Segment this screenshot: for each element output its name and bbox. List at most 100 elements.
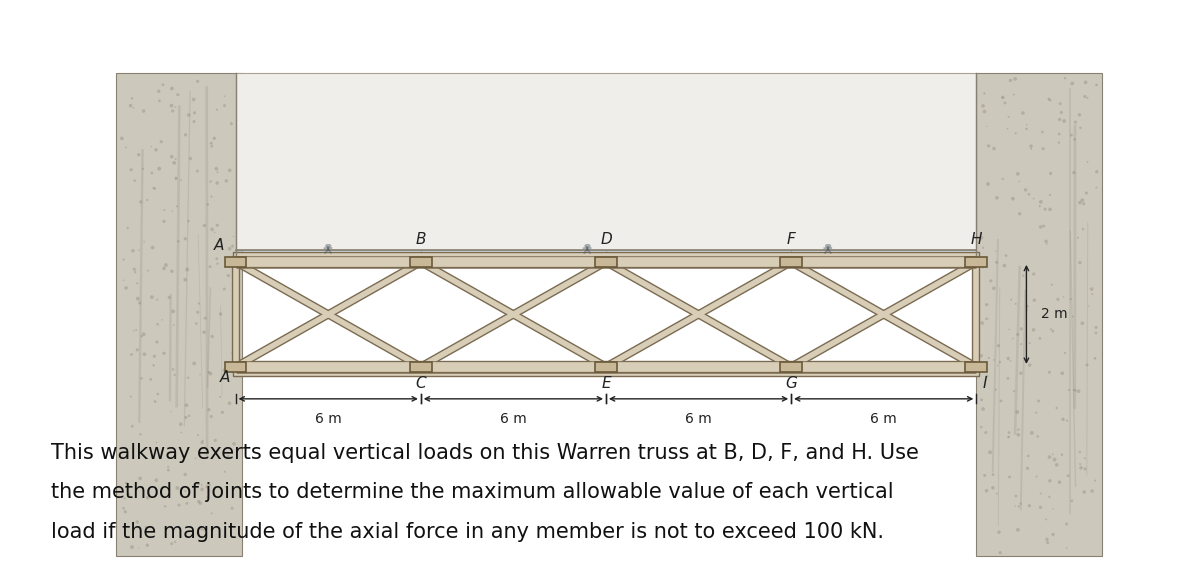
- Point: [156, 502, 175, 511]
- Point: [1040, 368, 1060, 377]
- Point: [1018, 463, 1037, 473]
- Point: [984, 144, 1003, 153]
- Point: [1056, 74, 1075, 83]
- Point: [1000, 325, 1019, 334]
- Bar: [966, 257, 986, 267]
- Point: [196, 526, 215, 535]
- Point: [977, 314, 996, 323]
- Point: [973, 404, 992, 413]
- Point: [1062, 131, 1081, 140]
- Point: [1048, 460, 1067, 470]
- Point: [132, 332, 151, 341]
- Point: [196, 313, 215, 323]
- Point: [1001, 356, 1020, 366]
- Point: [144, 360, 163, 370]
- Text: F: F: [787, 232, 796, 248]
- Point: [1079, 301, 1098, 310]
- Point: [143, 292, 162, 302]
- Point: [1040, 205, 1060, 214]
- Point: [167, 202, 186, 211]
- Point: [131, 473, 150, 483]
- Point: [199, 368, 218, 377]
- Point: [1037, 239, 1056, 249]
- Point: [1075, 453, 1094, 463]
- Point: [977, 486, 996, 496]
- Point: [1019, 189, 1038, 199]
- Point: [160, 293, 179, 302]
- Point: [172, 427, 191, 437]
- Point: [220, 166, 239, 175]
- Point: [972, 318, 991, 328]
- Bar: [780, 257, 802, 267]
- Point: [139, 491, 158, 500]
- Point: [974, 107, 994, 116]
- Point: [1037, 514, 1056, 524]
- Point: [1009, 177, 1028, 186]
- Point: [1016, 124, 1036, 133]
- Point: [138, 540, 157, 550]
- Point: [121, 101, 140, 111]
- Point: [1000, 472, 1019, 482]
- Point: [223, 303, 242, 312]
- Point: [976, 471, 995, 480]
- Point: [199, 486, 218, 495]
- Point: [1012, 369, 1031, 378]
- Point: [976, 254, 995, 263]
- Point: [155, 216, 174, 226]
- Point: [202, 192, 221, 201]
- Point: [1086, 328, 1105, 338]
- Point: [1009, 502, 1028, 511]
- Text: 2 m: 2 m: [1040, 308, 1067, 322]
- Point: [164, 158, 184, 168]
- Point: [192, 524, 211, 533]
- Point: [992, 93, 1012, 102]
- Point: [169, 236, 188, 246]
- Point: [191, 499, 210, 508]
- Point: [116, 283, 136, 293]
- Point: [1012, 339, 1031, 349]
- Point: [1031, 197, 1050, 206]
- Point: [175, 470, 194, 479]
- Point: [1087, 167, 1106, 176]
- Point: [980, 447, 1000, 457]
- Point: [1078, 157, 1097, 166]
- Point: [175, 275, 194, 285]
- Bar: [410, 257, 432, 267]
- Point: [145, 184, 164, 193]
- Point: [979, 141, 998, 151]
- Point: [208, 168, 227, 177]
- Point: [1000, 428, 1019, 437]
- Point: [190, 299, 209, 308]
- Bar: [595, 362, 617, 372]
- Point: [1009, 430, 1028, 440]
- Text: C: C: [415, 376, 426, 390]
- Point: [167, 173, 186, 183]
- Point: [152, 315, 172, 325]
- Point: [208, 178, 227, 188]
- Point: [167, 175, 186, 184]
- Point: [176, 413, 196, 422]
- Point: [1039, 94, 1058, 103]
- Point: [142, 142, 161, 151]
- Point: [1069, 386, 1088, 396]
- Point: [180, 486, 199, 495]
- Point: [215, 92, 234, 101]
- Point: [1060, 385, 1079, 395]
- Point: [166, 154, 185, 163]
- Point: [208, 259, 227, 268]
- Point: [1045, 455, 1064, 465]
- Text: G: G: [785, 376, 797, 390]
- Point: [1031, 222, 1050, 232]
- Point: [154, 80, 173, 89]
- Point: [1019, 451, 1038, 460]
- Point: [206, 164, 226, 173]
- Point: [1052, 450, 1072, 459]
- Point: [218, 271, 238, 280]
- Point: [122, 350, 142, 359]
- Point: [1021, 142, 1040, 151]
- Point: [181, 154, 200, 163]
- Point: [1018, 302, 1037, 311]
- Point: [121, 392, 140, 401]
- Point: [116, 478, 136, 487]
- Point: [227, 339, 246, 349]
